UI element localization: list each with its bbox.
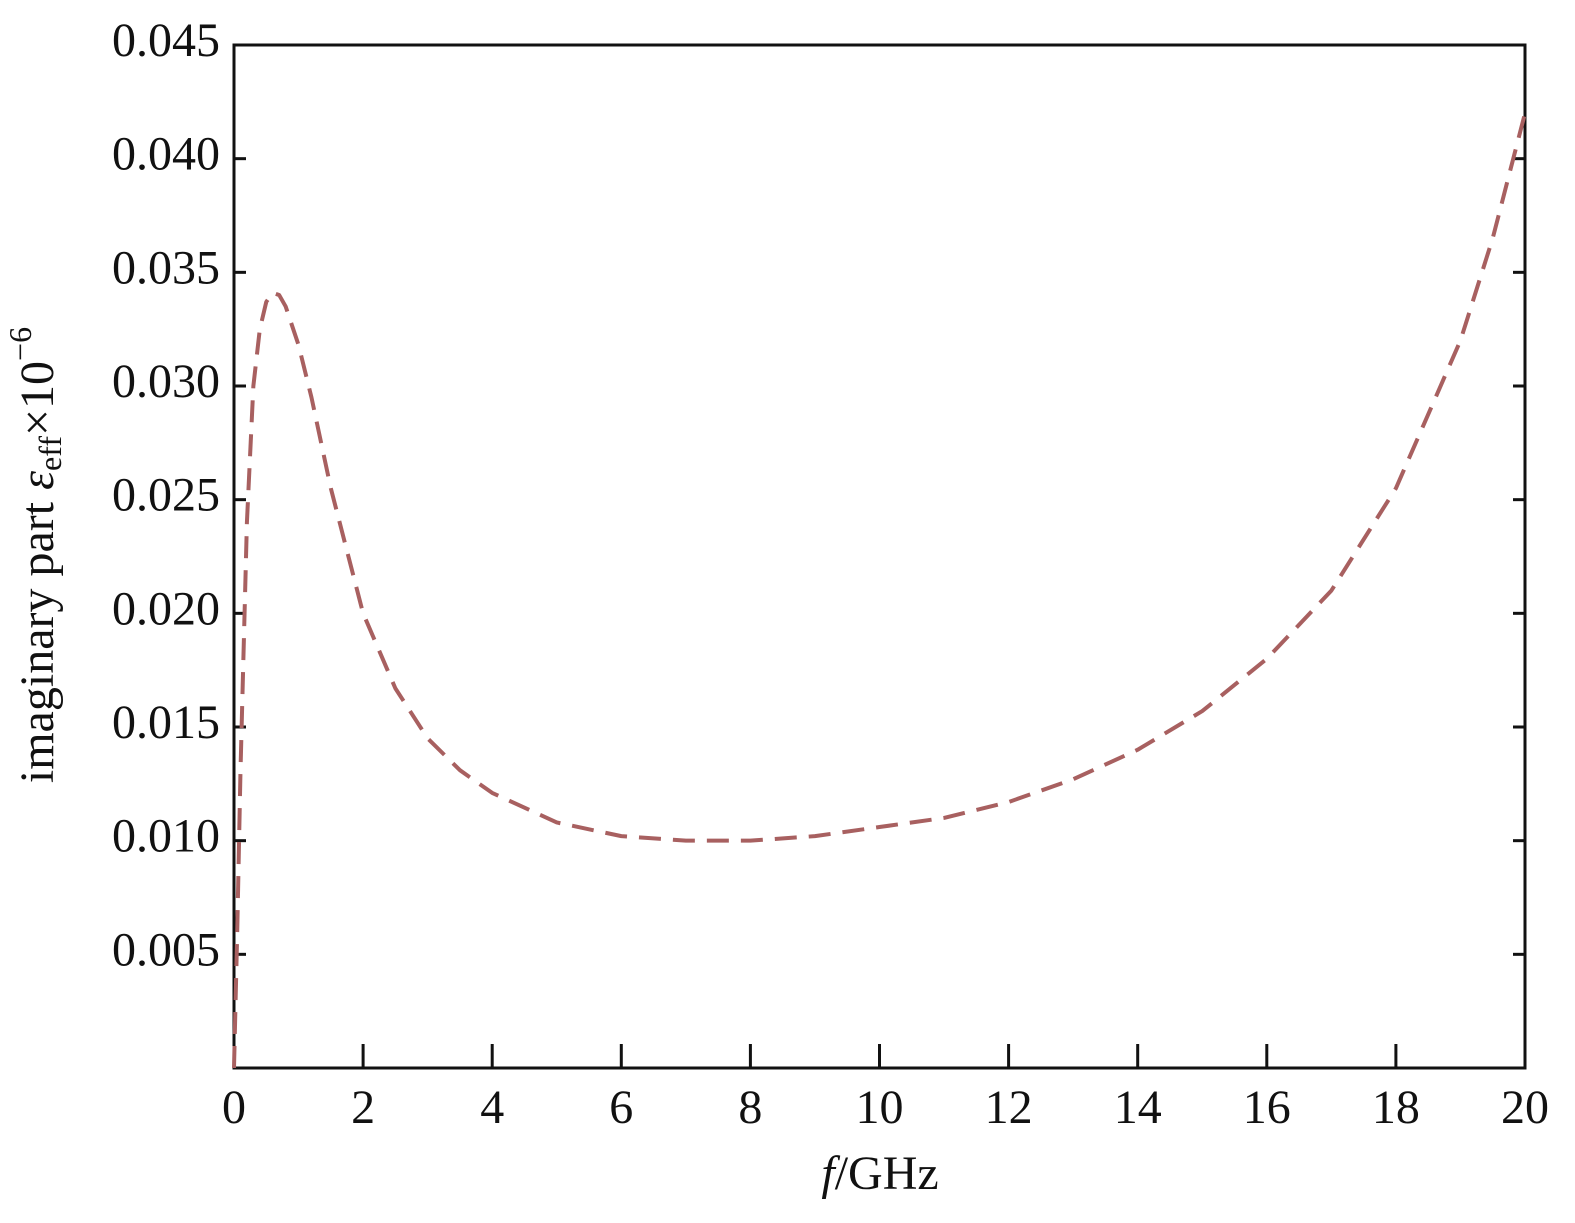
y-tick-label: 0.020 bbox=[112, 582, 220, 635]
x-tick-label: 8 bbox=[738, 1081, 762, 1134]
x-tick-label: 0 bbox=[222, 1081, 246, 1134]
y-axis-label-symbol: ε bbox=[11, 471, 64, 490]
x-axis-label-rest: /GHz bbox=[835, 1147, 939, 1200]
x-tick-label: 18 bbox=[1372, 1081, 1420, 1134]
y-axis-label-superscript: −6 bbox=[2, 327, 38, 361]
y-tick-label: 0.045 bbox=[112, 14, 220, 67]
y-tick-label: 0.015 bbox=[112, 696, 220, 749]
x-tick-label: 16 bbox=[1243, 1081, 1291, 1134]
y-tick-label: 0.040 bbox=[112, 128, 220, 181]
plot-frame bbox=[232, 43, 1527, 1070]
y-tick-label: 0.030 bbox=[112, 355, 220, 408]
x-tick-label: 14 bbox=[1114, 1081, 1162, 1134]
x-tick-label: 6 bbox=[609, 1081, 633, 1134]
y-axis-label-suffix: ×10 bbox=[11, 361, 64, 436]
x-tick-label: 20 bbox=[1501, 1081, 1549, 1134]
x-tick-label: 4 bbox=[480, 1081, 504, 1134]
y-axis-label: imaginary part εeff×10−6 bbox=[2, 327, 68, 783]
y-axis-label-text: imaginary part bbox=[11, 490, 64, 783]
x-tick-label: 10 bbox=[856, 1081, 904, 1134]
x-tick-label: 12 bbox=[985, 1081, 1033, 1134]
y-tick-label: 0.005 bbox=[112, 923, 220, 976]
x-tick-label: 2 bbox=[351, 1081, 375, 1134]
y-tick-label: 0.035 bbox=[112, 241, 220, 294]
y-tick-label: 0.025 bbox=[112, 469, 220, 522]
y-tick-label: 0.010 bbox=[112, 810, 220, 863]
y-axis-label-subscript: eff bbox=[32, 436, 68, 471]
data-line bbox=[232, 112, 1527, 1069]
x-axis-label: f/GHz bbox=[821, 1147, 938, 1200]
